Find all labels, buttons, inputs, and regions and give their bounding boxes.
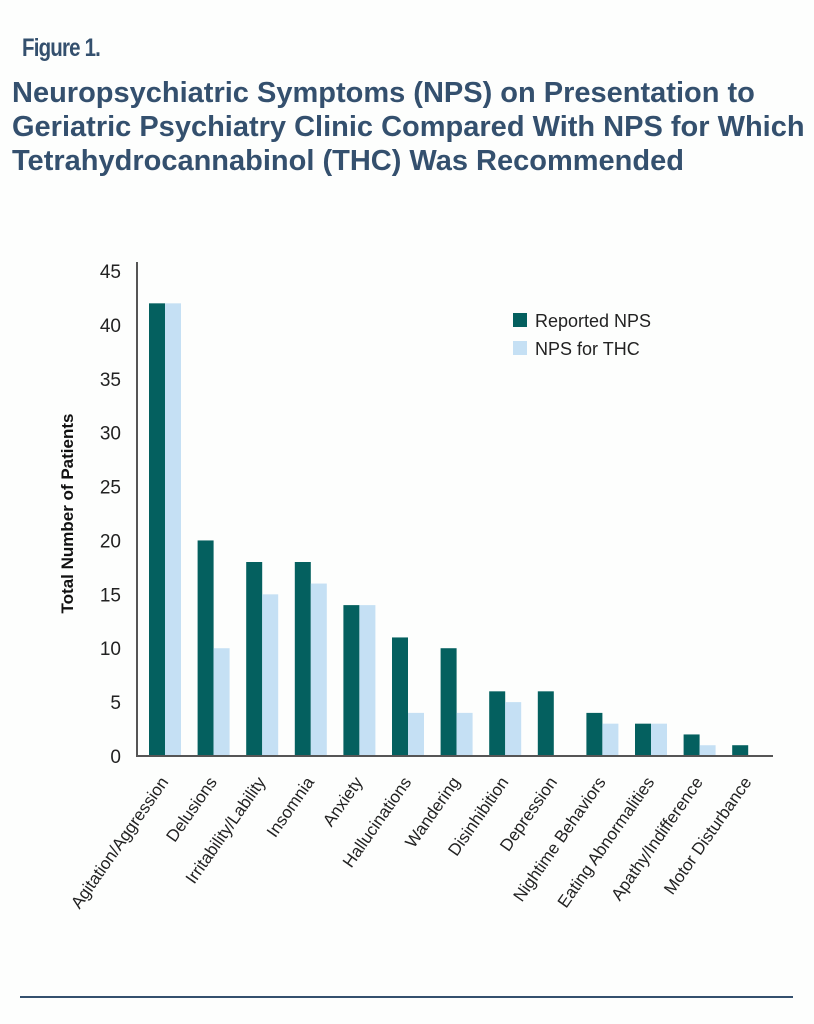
bar-nps-for-thc xyxy=(456,712,473,756)
bar-nps-for-thc xyxy=(408,712,424,756)
bar-reported-nps xyxy=(440,648,457,756)
bar-nps-for-thc xyxy=(262,594,279,756)
y-tick-label: 30 xyxy=(100,424,121,445)
legend-swatch xyxy=(513,313,527,327)
figure-label: Figure 1. xyxy=(22,34,101,62)
x-tick-label: Agitation/Aggression xyxy=(67,773,172,912)
bar-reported-nps xyxy=(489,691,506,756)
bar-nps-for-thc xyxy=(213,648,230,756)
y-tick-label: 5 xyxy=(110,693,121,714)
bar-nps-for-thc xyxy=(651,723,667,756)
bar-nps-for-thc xyxy=(699,745,716,756)
bar-reported-nps xyxy=(732,745,749,756)
bar-reported-nps xyxy=(246,562,263,756)
bar-reported-nps xyxy=(683,734,700,756)
bar-reported-nps xyxy=(537,691,554,756)
legend-swatch xyxy=(513,341,527,355)
y-tick-label: 0 xyxy=(110,747,121,768)
legend-label: Reported NPS xyxy=(535,311,651,331)
bar-nps-for-thc xyxy=(602,723,619,756)
x-tick-label: Apathy/Indifference xyxy=(607,773,706,904)
x-tick-label: Anxiety xyxy=(319,773,367,830)
y-tick-label: 10 xyxy=(100,639,121,660)
bottom-rule xyxy=(20,996,793,998)
bar-nps-for-thc xyxy=(505,702,522,756)
bar-reported-nps xyxy=(197,540,214,756)
y-tick-label: 15 xyxy=(100,585,121,606)
legend-label: NPS for THC xyxy=(535,339,640,359)
y-tick-label: 45 xyxy=(100,262,121,283)
bar-reported-nps xyxy=(343,605,360,756)
x-tick-label: Nightime Behaviors xyxy=(510,773,610,905)
bar-nps-for-thc xyxy=(310,583,327,756)
y-axis-label: Total Number of Patients xyxy=(58,414,77,614)
x-tick-label: Insomnia xyxy=(263,773,318,841)
bar-reported-nps xyxy=(635,723,651,756)
bar-reported-nps xyxy=(149,303,165,756)
bar-reported-nps xyxy=(294,562,311,756)
y-tick-label: 40 xyxy=(100,316,121,337)
bar-reported-nps xyxy=(586,712,603,756)
y-tick-label: 25 xyxy=(100,478,121,499)
bar-nps-for-thc xyxy=(359,605,376,756)
y-tick-label: 20 xyxy=(100,531,121,552)
bar-nps-for-thc xyxy=(165,303,181,756)
chart-title: Neuropsychiatric Symptoms (NPS) on Prese… xyxy=(12,77,805,177)
x-tick-label: Motor Disturbance xyxy=(660,773,755,898)
y-tick-label: 35 xyxy=(100,370,121,391)
bar-reported-nps xyxy=(392,637,408,756)
